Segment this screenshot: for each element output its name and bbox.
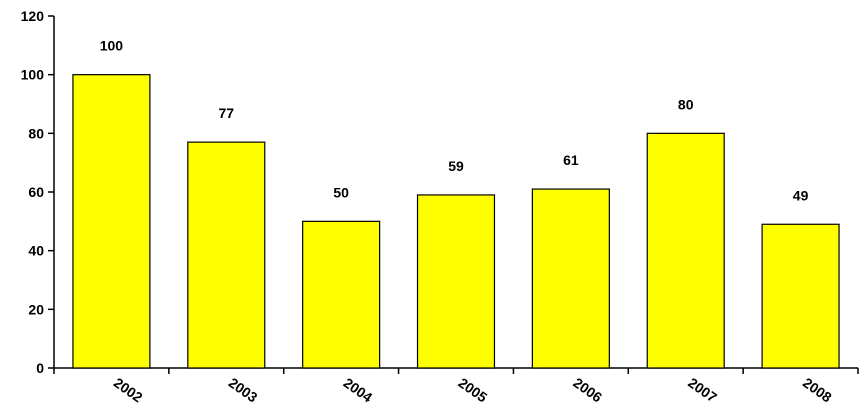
data-labels: 100 77 50 59 61 80 49 (100, 38, 809, 204)
x-tick-label-2006: 2006 (570, 374, 605, 405)
y-tick-label: 80 (28, 125, 44, 141)
y-tick-label: 20 (28, 301, 44, 317)
y-tick-label: 100 (21, 67, 45, 83)
data-label-2005: 59 (448, 158, 464, 174)
x-axis: 2002 2003 2004 2005 2006 2007 2008 (53, 367, 859, 406)
bar-2005 (416, 194, 496, 369)
bar-2004 (302, 220, 381, 369)
y-tick-label: 0 (36, 360, 44, 376)
x-tick-label-2008: 2008 (800, 374, 835, 405)
data-label-2002: 100 (100, 38, 124, 54)
y-tick-label: 120 (21, 8, 45, 24)
data-label-2003: 77 (218, 105, 234, 121)
y-tick-label: 60 (28, 184, 44, 200)
data-label-2006: 61 (563, 152, 579, 168)
bar-2002 (72, 74, 151, 369)
bar-2006 (531, 188, 610, 369)
bar-2003 (187, 141, 266, 369)
x-tick-label-2002: 2002 (111, 374, 146, 405)
bar-2007 (646, 132, 725, 369)
y-axis: 0 20 40 60 80 100 120 (21, 8, 55, 376)
data-label-2004: 50 (333, 184, 349, 200)
data-label-2008: 49 (793, 187, 809, 203)
x-tick-label-2007: 2007 (685, 374, 720, 405)
bar-2008 (761, 223, 840, 369)
data-label-2007: 80 (678, 96, 694, 112)
x-tick-label-2004: 2004 (341, 374, 376, 405)
x-tick-label-2003: 2003 (226, 374, 261, 405)
bars (72, 74, 840, 369)
y-tick-label: 40 (28, 243, 44, 259)
x-tick-label-2005: 2005 (456, 374, 491, 405)
